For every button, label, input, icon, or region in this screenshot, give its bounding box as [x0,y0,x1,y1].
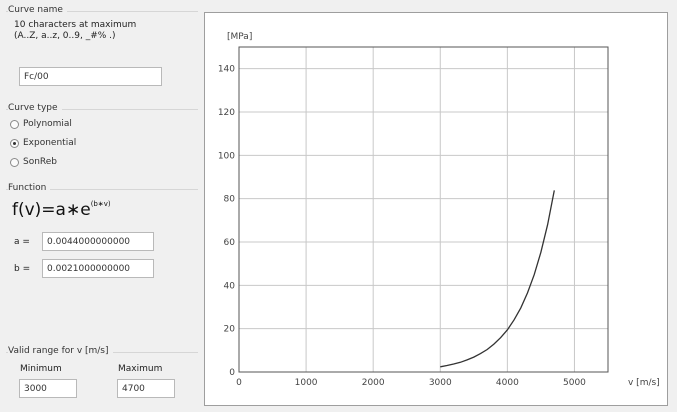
group-divider [6,189,198,190]
series-line [440,190,555,368]
y-tick-label: 100 [218,151,235,161]
x-tick-label: 0 [236,378,242,388]
group-divider [6,11,198,12]
line-chart: [MPa] v [m/s] 0 1000 2000 3000 4000 5000 0 20 40… [218,32,660,388]
radio-sonreb-label: SonReb [23,157,58,167]
curve-name-hint-chars: (A..Z, a..z, 0..9, _#% .) [14,31,116,41]
x-tick-label: 5000 [563,378,586,388]
param-b-label: b = [14,264,31,274]
radio-button-icon[interactable] [10,119,19,129]
param-a-label: a = [14,237,30,247]
x-tick-label: 4000 [496,378,519,388]
group-divider [6,109,198,110]
radio-sonreb[interactable]: SonReb [10,157,57,167]
y-tick-label: 80 [224,195,236,205]
y-tick-label: 0 [229,368,235,378]
radio-exponential[interactable]: Exponential [10,138,76,148]
y-tick-label: 20 [224,325,236,335]
chart-panel: [MPa] v [m/s] 0 1000 2000 3000 4000 5000 0 20 40… [204,12,668,406]
y-tick-label: 40 [224,281,236,291]
radio-button-selected-icon[interactable] [10,138,19,148]
maximum-label: Maximum [118,364,163,374]
x-tick-label: 2000 [362,378,385,388]
x-axis-label: v [m/s] [628,378,660,388]
function-group-title: Function [8,183,51,193]
settings-panel: Curve name 10 characters at maximum (A..… [0,0,202,412]
curve-name-input[interactable]: Fc/00 [19,67,162,86]
minimum-input[interactable]: 3000 [19,379,77,398]
valid-range-group-title: Valid range for v [m/s] [8,346,113,356]
maximum-input[interactable]: 4700 [117,379,175,398]
formula-exponent: (b∗v) [90,200,111,208]
x-tick-label: 1000 [295,378,318,388]
y-tick-label: 60 [224,238,236,248]
y-tick-label: 120 [218,108,235,118]
radio-polynomial-label: Polynomial [23,119,72,129]
param-a-input[interactable]: 0.0044000000000 [42,232,154,251]
curve-name-hint: 10 characters at maximum [14,20,137,30]
formula-main: f(v)=a∗e [12,200,91,220]
function-formula: f(v)=a∗e(b∗v) [12,200,111,220]
y-tick-label: 140 [218,65,235,75]
y-axis-label: [MPa] [227,32,252,42]
x-tick-label: 3000 [429,378,452,388]
curve-type-group-title: Curve type [8,103,62,113]
radio-exponential-label: Exponential [23,138,77,148]
plot-area-border [238,46,609,373]
minimum-label: Minimum [20,364,62,374]
curve-name-group-title: Curve name [8,5,67,15]
param-b-input[interactable]: 0.0021000000000 [42,259,154,278]
radio-button-icon[interactable] [10,157,19,167]
radio-polynomial[interactable]: Polynomial [10,119,72,129]
